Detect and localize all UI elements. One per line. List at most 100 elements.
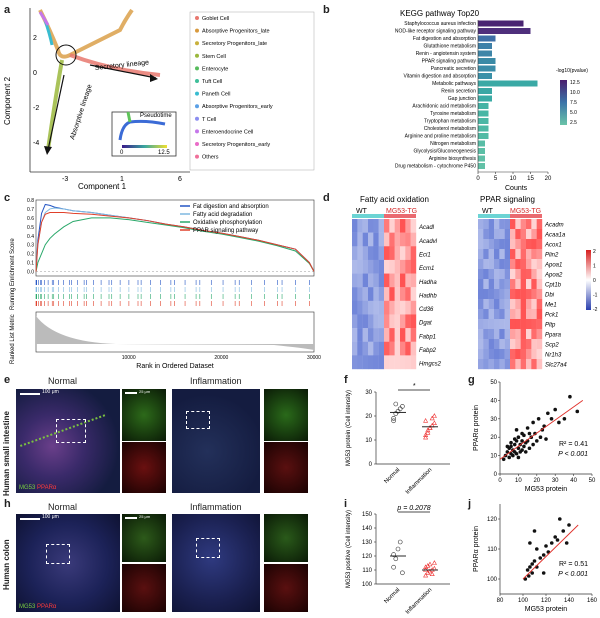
d-heat-cell bbox=[394, 341, 401, 356]
d-heat-cell bbox=[526, 349, 532, 360]
d-heat-cell bbox=[494, 359, 500, 370]
c-rank-area bbox=[36, 316, 314, 350]
d-group-wt-right: WT bbox=[482, 208, 494, 215]
d-heat-cell bbox=[499, 319, 505, 330]
dot-point bbox=[425, 562, 431, 568]
d-heat-cell bbox=[536, 219, 543, 230]
d-heat-cell bbox=[368, 273, 374, 288]
dot-ytick: 130 bbox=[362, 540, 373, 546]
d-heat-cell bbox=[520, 339, 527, 350]
d-heat-cell bbox=[494, 239, 500, 250]
sc-ylabel: PPARα protein bbox=[473, 526, 480, 572]
c-ytick: 0.4 bbox=[27, 234, 34, 240]
b-legend-ticks: 12.5 10.0 7.5 5.0 2.5 bbox=[570, 80, 580, 126]
d-heat-cell bbox=[531, 299, 537, 310]
d-heat-cell bbox=[504, 359, 511, 370]
d-heat-cell bbox=[526, 269, 532, 280]
b-category-label: Arginine biosynthesis bbox=[429, 156, 477, 162]
d-heat-cell bbox=[494, 219, 500, 230]
d-heat-cell bbox=[510, 329, 516, 340]
d-heat-cell bbox=[504, 219, 511, 230]
d-heat-cell bbox=[483, 269, 489, 280]
sc-point bbox=[516, 435, 521, 439]
d-heat-cell bbox=[410, 219, 417, 233]
panel-a-trajectory: 2 0 -2 -4 -3 1 6 Component 1 Component 2… bbox=[3, 8, 315, 190]
d-heat-cell bbox=[531, 339, 537, 350]
d-gene-label: Me1 bbox=[545, 303, 557, 309]
b-bar bbox=[478, 88, 492, 94]
panel-label-f: f bbox=[344, 374, 348, 386]
d-heat-cell bbox=[400, 355, 406, 370]
d-heat-cell bbox=[352, 219, 358, 233]
e-normal-roi bbox=[56, 419, 86, 443]
dot-point bbox=[429, 415, 435, 421]
e-normal-inset-red bbox=[122, 442, 166, 493]
d-heat-cell bbox=[536, 259, 543, 270]
d-heat-cell bbox=[400, 219, 406, 233]
d-heat-cell bbox=[373, 259, 379, 274]
d-heat-cell bbox=[394, 287, 401, 302]
d-heat-cell bbox=[488, 349, 495, 360]
d-heat-cell bbox=[515, 219, 521, 230]
d-heat-cell bbox=[504, 269, 511, 280]
d-heat-cell bbox=[378, 300, 385, 315]
d-heat-cell bbox=[499, 329, 505, 340]
d-heat-cell bbox=[515, 259, 521, 270]
d-heat-cell bbox=[520, 249, 527, 260]
sc-point bbox=[505, 450, 510, 454]
d-heat-cell bbox=[384, 219, 390, 233]
h-scale-inset-text: 25 μm bbox=[139, 514, 151, 519]
d-heat-cell bbox=[362, 273, 369, 288]
d-heat-cell bbox=[478, 289, 484, 300]
dot-category-label: Inflammation bbox=[405, 587, 434, 616]
dot-ytick: 30 bbox=[365, 390, 372, 396]
sc-xtick: 50 bbox=[589, 478, 596, 484]
d-group-bar-wt bbox=[352, 214, 384, 218]
sc-point bbox=[532, 529, 537, 533]
d-heat-cell bbox=[400, 328, 406, 342]
d-heat-cell bbox=[362, 232, 369, 247]
a-label-absorptive: Absorptive lineage bbox=[69, 84, 93, 141]
d-heat-cell bbox=[362, 355, 369, 370]
d-heat-cell bbox=[526, 219, 532, 230]
panel-j-scatter: 80 100 120 140 160 100 110 120 MG53 protein PPARα… bbox=[473, 504, 598, 613]
c-frame bbox=[35, 199, 315, 277]
sc-xtick: 20 bbox=[533, 478, 540, 484]
b-bar bbox=[478, 110, 489, 117]
sc-xlabel: MG53 protein bbox=[525, 486, 568, 493]
d-heat-cell bbox=[515, 239, 521, 250]
a-legend-marker bbox=[195, 129, 199, 134]
d-heat-cell bbox=[394, 355, 401, 370]
d-heat-cell bbox=[494, 329, 500, 340]
sc-point bbox=[530, 571, 534, 575]
b-category-label: Tyrosine metabolism bbox=[430, 111, 476, 117]
panel-g-scatter: 0 10 20 30 40 50 0 10 20 30 40 50 MG53 protein PPARα … bbox=[473, 380, 596, 493]
sc-point bbox=[541, 553, 546, 557]
d-heat-cell bbox=[515, 359, 521, 370]
dot-point bbox=[431, 413, 437, 418]
a-trajectory-upper bbox=[38, 8, 134, 59]
a-legend-label: Tuft Cell bbox=[202, 79, 222, 85]
d-heat-cell bbox=[410, 287, 417, 302]
sc-point bbox=[532, 559, 537, 563]
d-heat-cell bbox=[504, 309, 511, 320]
d-heat-cell bbox=[357, 300, 363, 315]
a-arrow-absorptive bbox=[47, 74, 65, 151]
d-heat-cell bbox=[368, 314, 374, 329]
a-inset-colorbar bbox=[122, 145, 167, 148]
d-heat-cell bbox=[400, 273, 406, 288]
d-heat-cell bbox=[410, 355, 417, 370]
d-heat-cell bbox=[357, 341, 363, 356]
c-ytick: 0.0 bbox=[27, 270, 34, 276]
b-bar bbox=[478, 28, 531, 34]
b-legend-tick: 7.5 bbox=[570, 100, 577, 106]
d-heat-cell bbox=[504, 319, 511, 330]
d-heat-cell bbox=[373, 273, 379, 288]
a-xtick: 6 bbox=[178, 176, 182, 183]
sc-xtick: 100 bbox=[518, 598, 529, 604]
e-inflammation-image bbox=[172, 389, 260, 493]
sc-r2: R² = 0.41 bbox=[559, 441, 588, 448]
dot-ytick: 140 bbox=[362, 526, 373, 532]
d-heat-cell bbox=[410, 314, 417, 329]
sc-point bbox=[530, 562, 534, 566]
